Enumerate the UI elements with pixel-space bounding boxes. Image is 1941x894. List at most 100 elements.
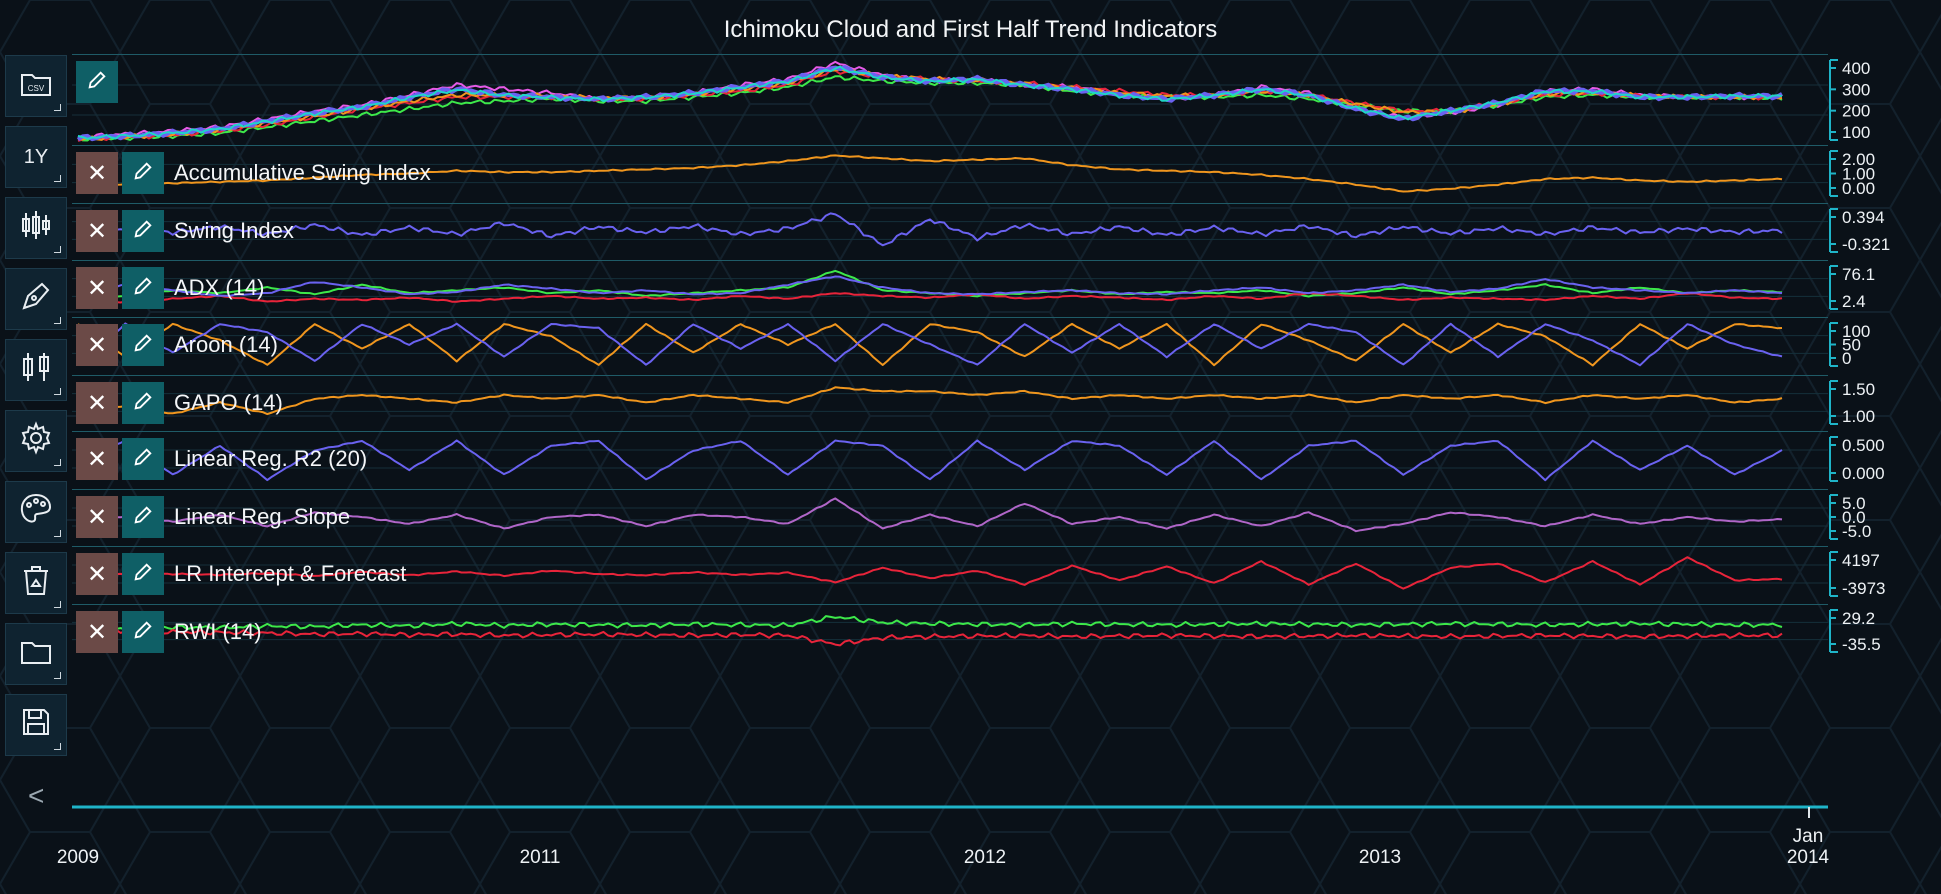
range-label: 1Y: [23, 145, 49, 168]
collapse-toolbar-button[interactable]: <: [28, 780, 45, 811]
settings-button[interactable]: [5, 410, 67, 472]
svg-text:CSV: CSV: [28, 84, 45, 93]
close-icon: ✕: [86, 445, 108, 473]
plot-aroon: [72, 322, 1828, 367]
plot-lrr2: [72, 439, 1828, 482]
pane-label: Linear Reg. R2 (20): [174, 446, 368, 471]
plot-rwi: [72, 615, 1828, 647]
x-tick-label: 2012: [963, 847, 1007, 868]
series-line-lrr2-0: [77, 439, 1783, 482]
close-icon: ✕: [86, 389, 108, 417]
series-line-lrslope-0: [77, 497, 1783, 533]
plot-adx: [72, 269, 1828, 306]
open-button[interactable]: [5, 623, 67, 685]
close-icon: ✕: [86, 503, 108, 531]
pencil-icon: [132, 218, 154, 245]
pane-header: ✕ RWI (14): [76, 611, 262, 653]
series-line-asi-0: [77, 154, 1783, 193]
pencil-icon: [132, 390, 154, 417]
close-pane-button[interactable]: ✕: [76, 210, 118, 252]
theme-button[interactable]: [5, 481, 67, 543]
close-pane-button[interactable]: ✕: [76, 152, 118, 194]
close-pane-button[interactable]: ✕: [76, 324, 118, 366]
candlestick-button[interactable]: [5, 197, 67, 259]
x-tick-label: 2013: [1358, 847, 1402, 868]
range-button[interactable]: 1Y: [5, 126, 67, 188]
palette-icon: [18, 491, 54, 533]
pane-adx: ✕ ADX (14): [72, 260, 1828, 313]
bar-chart-icon: [18, 349, 54, 391]
pane-rwi: ✕ RWI (14): [72, 604, 1828, 656]
edit-pane-button[interactable]: [122, 324, 164, 366]
edit-pane-button[interactable]: [122, 496, 164, 538]
pane-lrint: ✕ LR Intercept & Forecast: [72, 546, 1828, 600]
plot-gapo: [72, 386, 1828, 416]
pencil-icon: [132, 275, 154, 302]
pane-label: Accumulative Swing Index: [174, 160, 431, 185]
pencil-icon: [132, 160, 154, 187]
pane-header: ✕ Linear Reg. Slope: [76, 496, 350, 538]
x-tick-label: 2009: [56, 847, 100, 868]
close-pane-button[interactable]: ✕: [76, 382, 118, 424]
pane-price: [72, 54, 1828, 144]
close-icon: ✕: [86, 331, 108, 359]
recycle-bin-icon: [18, 562, 54, 604]
series-line-price-4: [76, 65, 1783, 142]
edit-pane-button[interactable]: [122, 267, 164, 309]
gear-icon: [18, 420, 54, 462]
pane-label: RWI (14): [174, 619, 262, 644]
close-pane-button[interactable]: ✕: [76, 496, 118, 538]
edit-pane-button[interactable]: [122, 611, 164, 653]
series-line-price-5: [77, 65, 1783, 140]
edit-pane-button[interactable]: [122, 210, 164, 252]
x-tick-label: 2014: [1786, 847, 1830, 868]
pane-lrr2: ✕ Linear Reg. R2 (20): [72, 431, 1828, 485]
toolbar: CSV 1Y: [5, 55, 69, 765]
pane-asi: ✕ Accumulative Swing Index: [72, 145, 1828, 200]
pane-header: ✕ GAPO (14): [76, 382, 283, 424]
pane-header: ✕ Swing Index: [76, 210, 294, 252]
close-pane-button[interactable]: ✕: [76, 438, 118, 480]
edit-pane-button[interactable]: [122, 553, 164, 595]
close-pane-button[interactable]: ✕: [76, 611, 118, 653]
edit-pane-button[interactable]: [76, 61, 118, 103]
pane-label: Linear Reg. Slope: [174, 504, 351, 529]
series-line-si-0: [77, 212, 1783, 247]
pane-aroon: ✕ Aroon (14): [72, 317, 1828, 370]
plot-lrint: [72, 556, 1828, 590]
pane-label: LR Intercept & Forecast: [174, 561, 407, 586]
edit-pane-button[interactable]: [122, 382, 164, 424]
pane-label: ADX (14): [174, 275, 265, 300]
series-line-aroon-1: [77, 322, 1783, 367]
pane-header: ✕ Aroon (14): [76, 324, 278, 366]
pane-gapo: ✕ GAPO (14): [72, 375, 1828, 428]
series-line-adx-1: [77, 292, 1783, 306]
candlestick-icon: [18, 207, 54, 249]
pane-label: GAPO (14): [174, 390, 283, 415]
close-pane-button[interactable]: ✕: [76, 267, 118, 309]
close-icon: ✕: [86, 274, 108, 302]
plot-lrslope: [72, 497, 1828, 533]
close-pane-button[interactable]: ✕: [76, 553, 118, 595]
chart-title: Ichimoku Cloud and First Half Trend Indi…: [723, 16, 1218, 43]
x-tick-label: 2011: [519, 847, 561, 868]
folder-icon: [18, 633, 54, 675]
pane-label: Swing Index: [174, 218, 294, 243]
plot-si: [72, 212, 1828, 247]
edit-pane-button[interactable]: [122, 152, 164, 194]
chart-type-button[interactable]: [5, 339, 67, 401]
pencil-icon: [132, 446, 154, 473]
pencil-icon: [86, 69, 108, 96]
save-button[interactable]: [5, 694, 67, 756]
pencil-icon: [132, 332, 154, 359]
csv-open-button[interactable]: CSV: [5, 55, 67, 117]
draw-tool-button[interactable]: [5, 268, 67, 330]
pane-si: ✕ Swing Index: [72, 203, 1828, 256]
series-line-adx-2: [77, 275, 1783, 297]
pane-header: ✕ ADX (14): [76, 267, 264, 309]
pane-header: ✕ LR Intercept & Forecast: [76, 553, 406, 595]
pencil-icon: [132, 561, 154, 588]
close-icon: ✕: [86, 618, 108, 646]
edit-pane-button[interactable]: [122, 438, 164, 480]
recycle-button[interactable]: [5, 552, 67, 614]
